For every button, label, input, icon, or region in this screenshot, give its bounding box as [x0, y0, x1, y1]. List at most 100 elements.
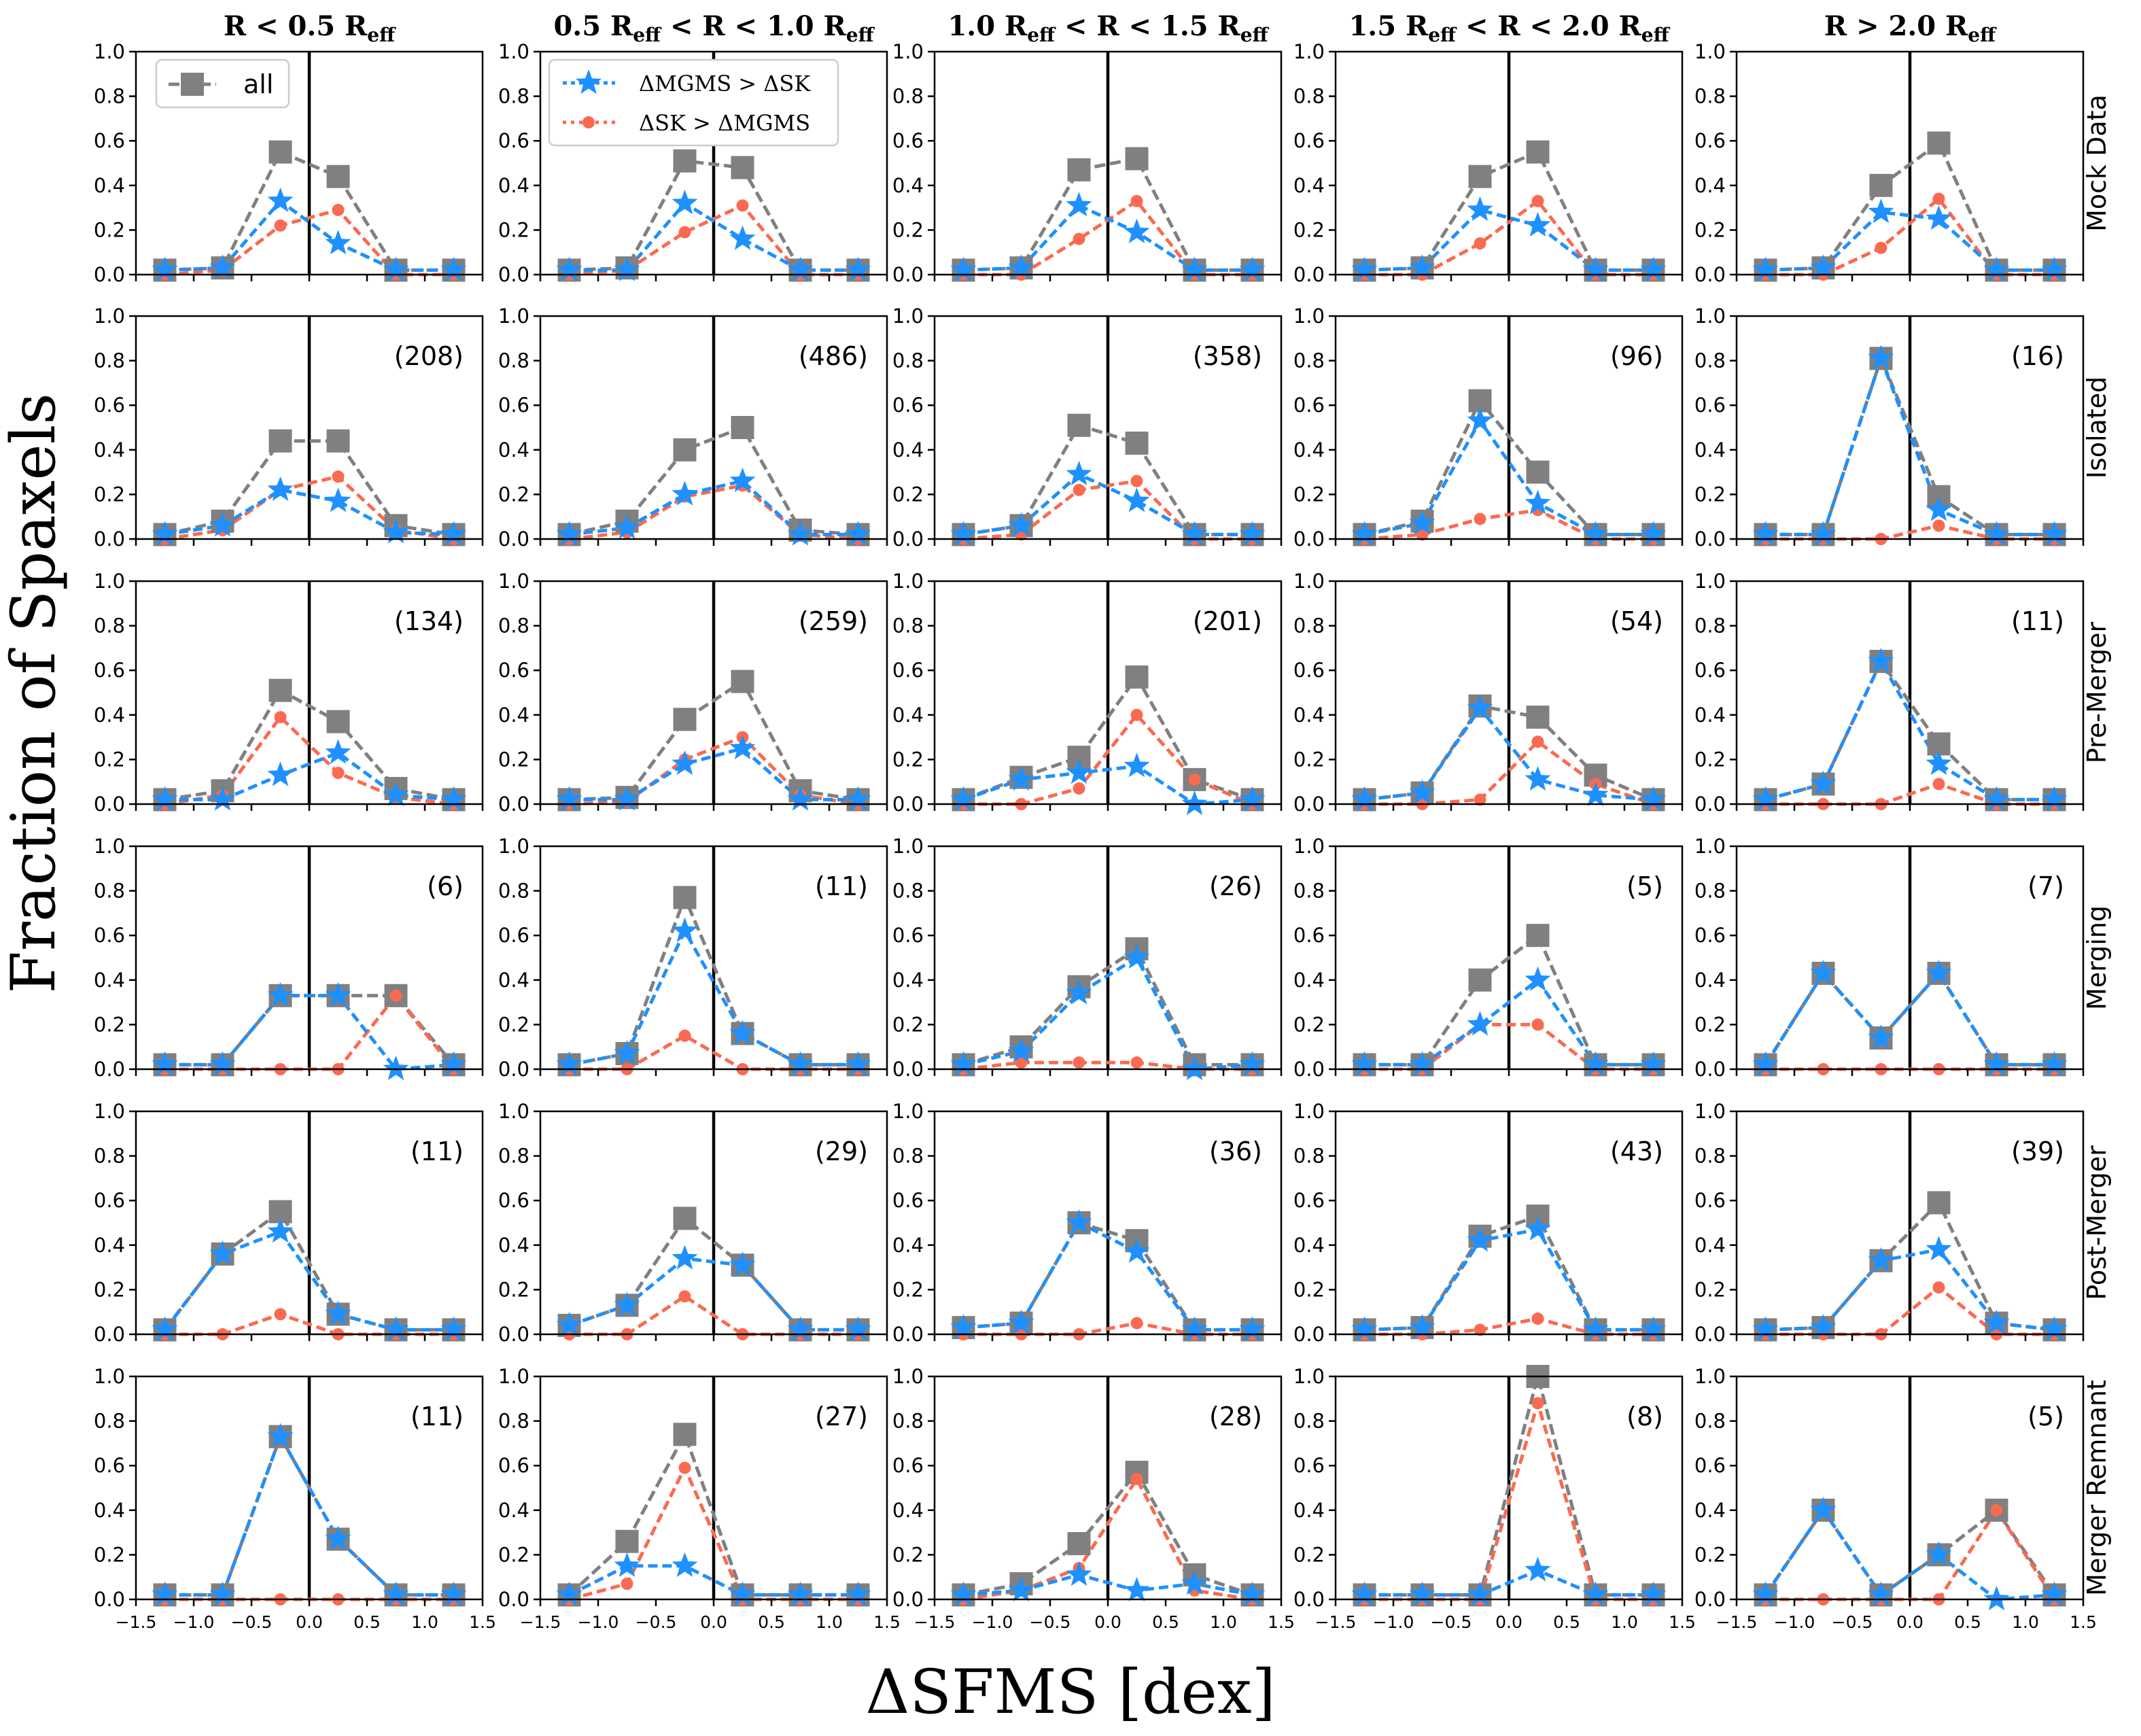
- y-tick-label: 0.0: [94, 263, 125, 286]
- marker-mgms: [1409, 510, 1435, 535]
- count-label: (5): [1626, 871, 1663, 901]
- marker-mgms: [614, 1291, 640, 1317]
- y-tick-label: 0.2: [1694, 1013, 1726, 1036]
- series-line-all: [1764, 1507, 2056, 1597]
- y-tick-label: 0.6: [94, 924, 125, 947]
- marker-mgms: [1926, 1236, 1952, 1261]
- y-tick-label: 0.8: [1694, 880, 1726, 903]
- count-label: (8): [1626, 1402, 1663, 1431]
- y-tick-label: 0.8: [1293, 1145, 1325, 1168]
- y-tick-label: 0.6: [498, 924, 529, 947]
- marker-mgms: [1868, 648, 1894, 673]
- legend-box: [548, 58, 839, 147]
- y-axis-label: Fraction of Spaxels: [0, 393, 69, 993]
- y-tick-label: 0.4: [892, 1499, 924, 1522]
- y-tick-label: 0.2: [498, 1543, 529, 1566]
- y-tick-label: 1.0: [1694, 1365, 1726, 1388]
- marker-mgms: [325, 1525, 351, 1550]
- y-tick-label: 0.2: [1293, 1543, 1325, 1566]
- column-title: R < 0.5 Reff: [224, 10, 396, 46]
- y-tick-label: 0.8: [94, 880, 125, 903]
- y-tick-label: 0.8: [498, 614, 529, 638]
- marker-mgms: [556, 1051, 582, 1076]
- marker-mgms: [1810, 1314, 1837, 1339]
- count-label: (11): [815, 871, 868, 901]
- marker-mgms: [209, 1240, 236, 1266]
- marker-mgms: [1926, 959, 1952, 985]
- marker-mgms: [1752, 521, 1779, 546]
- marker-mgms: [1124, 944, 1150, 969]
- panel-r3-c3: 0.0 0.2 0.4 0.6 0.8 1.0 (5): [1293, 835, 1684, 1081]
- marker-mgms: [1983, 1586, 2010, 1611]
- y-tick-label: 0.4: [94, 174, 125, 197]
- marker-sk: [1474, 1323, 1486, 1336]
- y-tick-label: 1.0: [94, 305, 125, 328]
- marker-mgms: [383, 519, 409, 544]
- y-tick-label: 0.0: [498, 1058, 529, 1081]
- y-tick-label: 0.6: [892, 1454, 924, 1477]
- marker-mgms: [614, 1552, 640, 1577]
- marker-sk: [1474, 513, 1486, 525]
- y-tick-label: 0.8: [1694, 349, 1726, 372]
- marker-mgms: [1525, 765, 1551, 791]
- marker-sk: [1073, 1056, 1085, 1069]
- marker-mgms: [1752, 256, 1779, 281]
- marker-mgms: [1066, 759, 1092, 784]
- marker-mgms: [1124, 218, 1150, 243]
- marker-mgms: [440, 521, 467, 546]
- count-label: (7): [2027, 871, 2064, 901]
- marker-mgms: [1582, 1316, 1609, 1341]
- x-tick-label: −1.5: [1716, 1612, 1758, 1632]
- y-tick-label: 0.8: [892, 1410, 924, 1433]
- x-tick-label: −1.0: [173, 1612, 215, 1632]
- y-tick-label: 1.0: [892, 305, 924, 328]
- marker-mgms: [1752, 786, 1779, 811]
- marker-mgms: [1066, 1209, 1092, 1234]
- marker-sk: [1130, 708, 1143, 721]
- marker-mgms: [845, 1316, 871, 1341]
- y-tick-label: 0.0: [892, 1058, 924, 1081]
- marker-mgms: [1008, 512, 1034, 537]
- x-tick-label: 0.5: [1954, 1612, 1981, 1632]
- y-tick-label: 0.6: [1694, 1189, 1726, 1212]
- marker-mgms: [267, 476, 294, 502]
- y-tick-label: 0.8: [892, 614, 924, 638]
- marker-mgms: [1810, 254, 1837, 279]
- panel-r0-c2: 0.0 0.2 0.4 0.6 0.8 1.0: [892, 40, 1283, 286]
- count-label: (6): [427, 871, 464, 901]
- y-tick-label: 0.4: [1293, 1499, 1325, 1522]
- y-tick-label: 0.4: [892, 969, 924, 992]
- y-tick-label: 0.0: [498, 263, 529, 286]
- row-label: Merging: [2082, 905, 2112, 1010]
- marker-sk: [1130, 474, 1143, 487]
- marker-sk: [1130, 1317, 1143, 1330]
- marker-mgms: [1409, 254, 1435, 279]
- x-tick-label: 0.0: [1495, 1612, 1522, 1632]
- y-tick-label: 0.2: [1694, 218, 1726, 241]
- marker-mgms: [1239, 1051, 1266, 1076]
- marker-mgms: [950, 256, 977, 281]
- y-tick-label: 0.4: [1694, 969, 1726, 992]
- marker-all: [731, 670, 754, 693]
- panel-r2-c2: 0.0 0.2 0.4 0.6 0.8 1.0 (201): [892, 570, 1283, 816]
- marker-sk: [332, 203, 345, 216]
- panel-r5-c0: 0.0 0.2 0.4 0.6 0.8 1.0 −1.5 −1.0 −0.5 0.0 0.5 1.0 1…: [94, 1365, 496, 1632]
- marker-mgms: [950, 1051, 977, 1076]
- y-tick-label: 0.6: [1293, 129, 1325, 152]
- legend-label-all: all: [243, 69, 273, 99]
- y-tick-label: 0.6: [1694, 129, 1726, 152]
- y-tick-label: 0.4: [498, 174, 529, 197]
- marker-mgms: [672, 917, 698, 942]
- marker-mgms: [787, 786, 814, 811]
- marker-mgms: [1640, 786, 1667, 811]
- count-label: (486): [799, 341, 868, 371]
- y-tick-label: 0.6: [1293, 1189, 1325, 1212]
- marker-mgms: [1525, 1557, 1551, 1582]
- marker-mgms: [729, 1020, 756, 1045]
- marker-mgms: [1640, 521, 1667, 546]
- marker-mgms: [1983, 256, 2010, 281]
- marker-all: [1468, 164, 1492, 188]
- marker-all: [1526, 140, 1550, 164]
